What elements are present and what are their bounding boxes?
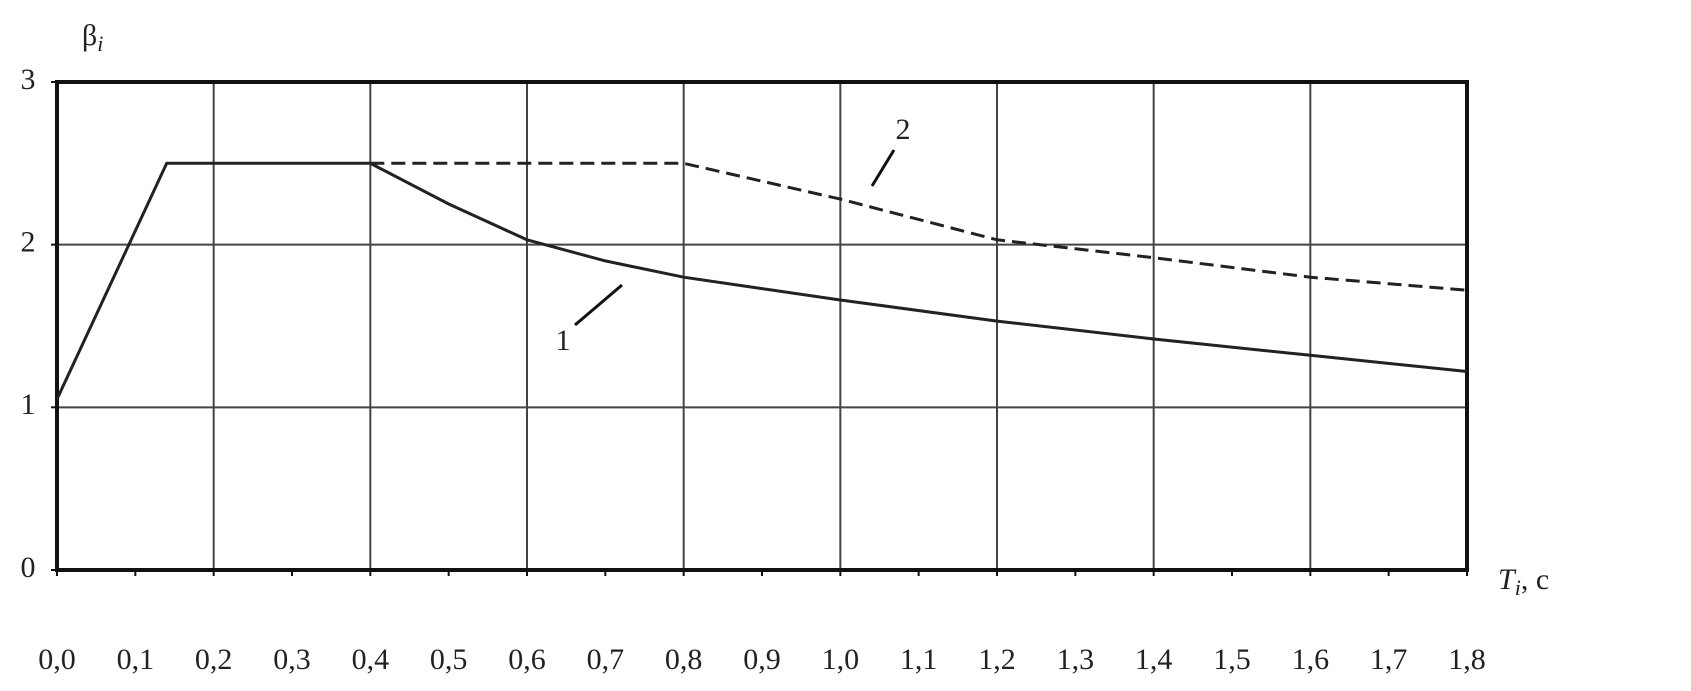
y-tick-label: 1 [21, 388, 36, 421]
x-tick-label: 0,7 [587, 643, 625, 676]
series-leader [574, 283, 623, 327]
y-tick-label: 0 [21, 551, 36, 584]
y-tick-label: 2 [21, 226, 36, 259]
x-tick-label: 0,1 [117, 643, 155, 676]
y-label-subscript: i [97, 31, 103, 56]
y-label-symbol: β [82, 19, 97, 52]
series-line [55, 161, 1468, 400]
x-tick-label: 1,2 [978, 643, 1016, 676]
x-label-symbol: T [1498, 563, 1517, 596]
x-tick-label: 0,3 [273, 643, 311, 676]
x-tick-label: 0,4 [352, 643, 390, 676]
series-label: 2 [896, 113, 911, 146]
x-tick-label: 0,8 [665, 643, 703, 676]
x-tick-label: 1,0 [822, 643, 860, 676]
y-axis-label: βi [82, 19, 103, 56]
x-tick-label: 1,5 [1213, 643, 1251, 676]
series-leader [870, 149, 896, 187]
x-tick-label: 0,0 [38, 643, 76, 676]
x-tick-label: 0,6 [508, 643, 546, 676]
x-tick-label: 1,8 [1448, 643, 1486, 676]
x-tick-label: 1,7 [1370, 643, 1408, 676]
x-axis-label: Ti, с [1498, 563, 1549, 600]
x-tick-label: 1,1 [900, 643, 938, 676]
x-tick-label: 1,6 [1292, 643, 1330, 676]
x-tick-label: 1,3 [1057, 643, 1095, 676]
x-tick-label: 0,5 [430, 643, 468, 676]
series-line [370, 161, 1468, 292]
plot-frame [55, 80, 1469, 572]
y-tick-label: 3 [21, 63, 36, 96]
x-label-unit: , с [1521, 563, 1549, 596]
x-tick-label: 0,9 [743, 643, 781, 676]
series-label: 1 [556, 324, 571, 357]
x-label-subscript: i [1515, 575, 1521, 600]
x-tick-label: 1,4 [1135, 643, 1173, 676]
x-tick-label: 0,2 [195, 643, 233, 676]
